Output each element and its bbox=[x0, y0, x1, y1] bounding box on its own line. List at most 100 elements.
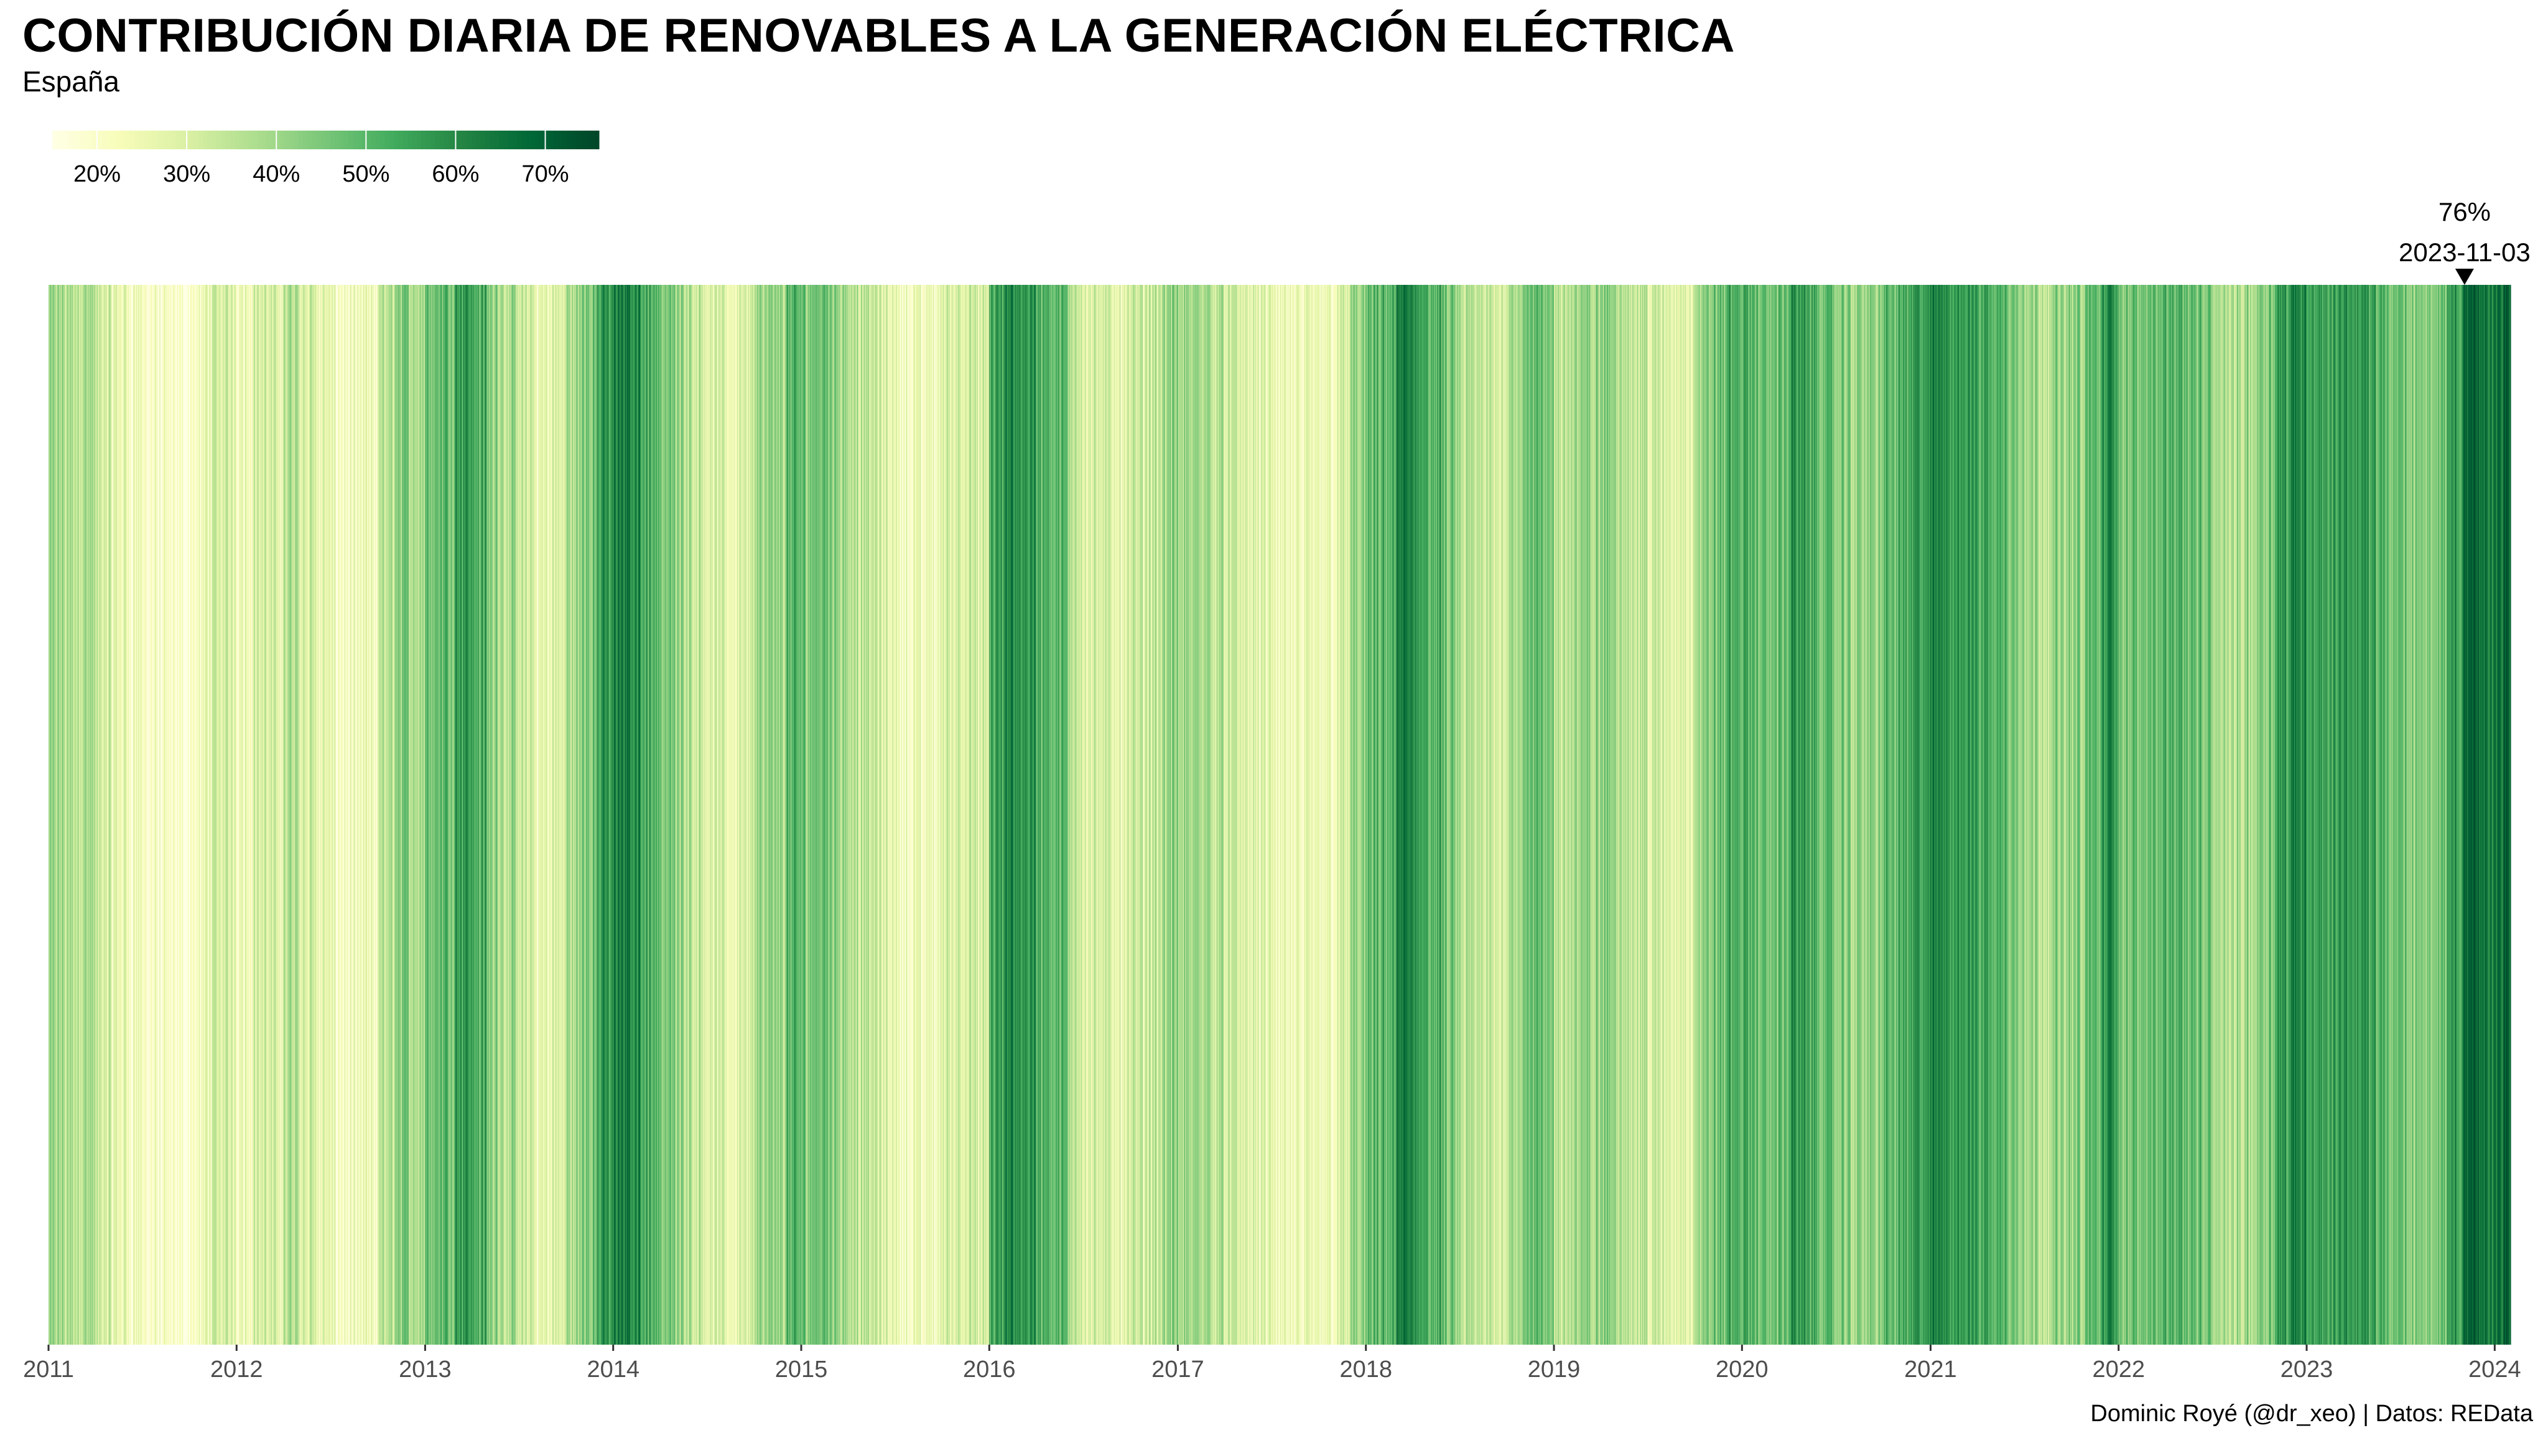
day-stripe bbox=[855, 285, 857, 1345]
day-stripe bbox=[1100, 285, 1102, 1345]
day-stripe bbox=[376, 285, 378, 1345]
day-stripe bbox=[318, 285, 320, 1345]
day-stripe bbox=[804, 285, 806, 1345]
day-stripe bbox=[2201, 285, 2202, 1345]
day-stripe bbox=[909, 285, 911, 1345]
day-stripe bbox=[1562, 285, 1563, 1345]
day-stripe bbox=[1438, 285, 1439, 1345]
day-stripe bbox=[527, 285, 528, 1345]
day-stripe bbox=[274, 285, 276, 1345]
day-stripe bbox=[1976, 285, 1978, 1345]
day-stripe bbox=[1937, 285, 1938, 1345]
day-stripe bbox=[900, 285, 901, 1345]
day-stripe bbox=[1187, 285, 1188, 1345]
day-stripe bbox=[1154, 285, 1155, 1345]
day-stripe bbox=[255, 285, 256, 1345]
day-stripe bbox=[650, 285, 651, 1345]
day-stripe bbox=[1260, 285, 1262, 1345]
day-stripe bbox=[351, 285, 353, 1345]
day-stripe bbox=[830, 285, 832, 1345]
day-stripe bbox=[654, 285, 656, 1345]
day-stripe bbox=[328, 285, 330, 1345]
day-stripe bbox=[2152, 285, 2153, 1345]
day-stripe bbox=[731, 285, 732, 1345]
annotation-date: 2023-11-03 bbox=[2399, 238, 2531, 267]
day-stripe bbox=[1281, 285, 1283, 1345]
day-stripe bbox=[1164, 285, 1165, 1345]
day-stripe bbox=[463, 285, 465, 1345]
day-stripe bbox=[56, 285, 57, 1345]
day-stripe bbox=[1521, 285, 1522, 1345]
day-stripe bbox=[2292, 285, 2294, 1345]
day-stripe bbox=[2123, 285, 2124, 1345]
day-stripe bbox=[1876, 285, 1877, 1345]
day-stripe bbox=[2233, 285, 2234, 1345]
day-stripe bbox=[671, 285, 672, 1345]
day-stripe bbox=[173, 285, 174, 1345]
day-stripe bbox=[625, 285, 626, 1345]
day-stripe bbox=[878, 285, 880, 1345]
day-stripe bbox=[1777, 285, 1778, 1345]
day-stripe bbox=[1398, 285, 1400, 1345]
day-stripe bbox=[580, 285, 582, 1345]
day-stripe bbox=[1039, 285, 1041, 1345]
day-stripe bbox=[2011, 285, 2012, 1345]
day-stripe bbox=[537, 285, 539, 1345]
day-stripe bbox=[875, 285, 876, 1345]
day-stripe bbox=[1456, 285, 1458, 1345]
day-stripe bbox=[651, 285, 653, 1345]
day-stripe bbox=[1000, 285, 1002, 1345]
day-stripe bbox=[197, 285, 198, 1345]
day-stripe bbox=[1138, 285, 1140, 1345]
day-stripe bbox=[1230, 285, 1232, 1345]
legend-swatch bbox=[261, 131, 267, 149]
day-stripe bbox=[237, 285, 238, 1345]
day-stripe bbox=[824, 285, 825, 1345]
color-legend: 20% 30% 40% 50% 60% 70% bbox=[52, 131, 600, 187]
day-stripe bbox=[1889, 285, 1890, 1345]
day-stripe bbox=[1770, 285, 1772, 1345]
day-stripe bbox=[623, 285, 625, 1345]
day-stripe bbox=[1221, 285, 1222, 1345]
day-stripe bbox=[2144, 285, 2146, 1345]
day-stripe bbox=[600, 285, 602, 1345]
day-stripe bbox=[96, 285, 98, 1345]
day-stripe bbox=[2501, 285, 2503, 1345]
day-stripe bbox=[729, 285, 730, 1345]
day-stripe bbox=[1640, 285, 1642, 1345]
day-stripe bbox=[1117, 285, 1118, 1345]
day-stripe bbox=[1293, 285, 1295, 1345]
day-stripe bbox=[2226, 285, 2228, 1345]
day-stripe bbox=[80, 285, 81, 1345]
day-stripe bbox=[2343, 285, 2345, 1345]
day-stripe bbox=[274, 285, 276, 1345]
day-stripe bbox=[1644, 285, 1645, 1345]
day-stripe bbox=[2080, 285, 2081, 1345]
day-stripe bbox=[2290, 285, 2291, 1345]
day-stripe bbox=[2313, 285, 2315, 1345]
day-stripe bbox=[2463, 285, 2465, 1345]
day-stripe bbox=[1696, 285, 1698, 1345]
day-stripe bbox=[638, 285, 639, 1345]
day-stripe bbox=[1258, 285, 1260, 1345]
day-stripe bbox=[1328, 285, 1329, 1345]
day-stripe bbox=[2147, 285, 2149, 1345]
day-stripe bbox=[848, 285, 849, 1345]
day-stripe bbox=[2141, 285, 2142, 1345]
day-stripe bbox=[1858, 285, 1859, 1345]
day-stripe bbox=[1189, 285, 1191, 1345]
day-stripe bbox=[503, 285, 504, 1345]
day-stripe bbox=[1799, 285, 1800, 1345]
day-stripe bbox=[795, 285, 796, 1345]
day-stripe bbox=[362, 285, 363, 1345]
day-stripe bbox=[683, 285, 684, 1345]
x-tick-label: 2024 bbox=[2468, 1356, 2521, 1383]
day-stripe bbox=[1579, 285, 1581, 1345]
day-stripe bbox=[172, 285, 174, 1345]
day-stripe bbox=[547, 285, 549, 1345]
day-stripe bbox=[2200, 285, 2202, 1345]
day-stripe bbox=[1040, 285, 1041, 1345]
day-stripe bbox=[1704, 285, 1706, 1345]
day-stripe bbox=[1310, 285, 1311, 1345]
legend-swatch bbox=[212, 131, 217, 149]
